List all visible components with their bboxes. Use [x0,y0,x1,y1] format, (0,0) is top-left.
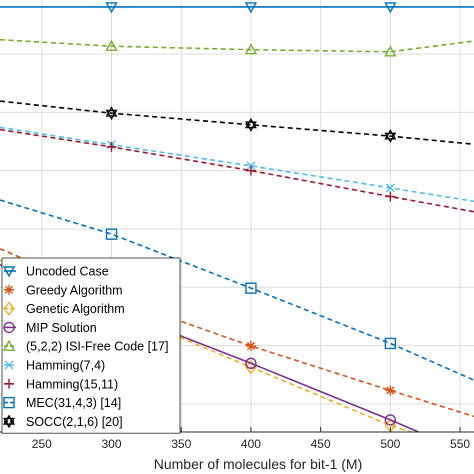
x-axis-label: Number of molecules for bit-1 (M) [154,456,363,472]
legend-label: Uncoded Case [26,265,109,279]
series-line [0,199,474,381]
data-point [245,341,256,352]
legend-marker [4,360,14,370]
legend-label: MIP Solution [26,321,97,335]
data-point [105,109,118,121]
legend-label: Hamming(7,4) [26,359,105,373]
legend-label: MEC(31,4,3) [14] [26,396,121,410]
legend-entry: (5,2,2) ISI-Free Code [17] [2,339,168,354]
data-point [105,228,118,240]
legend-entry: Hamming(15,11) [4,377,118,391]
data-point [384,2,397,14]
legend-label: (5,2,2) ISI-Free Code [17] [26,340,168,354]
data-point [384,129,397,140]
legend-label: SOCC(2,1,6) [20] [26,415,123,429]
series-7 [0,199,474,381]
series-line [0,126,474,203]
legend-marker [4,378,14,389]
data-point [384,414,397,426]
x-tick-label: 250 [32,437,52,451]
series-6 [0,128,474,213]
legend-entry: Uncoded Case [2,265,109,279]
data-point [385,183,395,193]
data-point [385,191,396,202]
legend-marker [2,414,16,425]
data-point [244,121,257,132]
legend-entry: SOCC(2,1,6) [20] [2,414,123,429]
data-point [384,337,397,350]
legend-marker [2,339,16,351]
x-tick-label: 350 [171,437,191,451]
legend-label: Hamming(15,11) [26,377,118,391]
legend: Uncoded Case Greedy Algorithm Genetic Algo… [1,257,181,434]
legend-marker [3,321,15,334]
series-8 [0,100,474,146]
data-point [245,357,257,370]
data-point [384,45,397,57]
data-point [106,141,117,152]
x-tick-label: 300 [102,437,122,451]
series-4 [0,38,474,57]
legend-box [1,257,181,434]
data-point [245,282,257,294]
data-point [384,132,397,144]
data-point [385,385,396,396]
legend-entry: MEC(31,4,3) [14] [3,396,121,410]
legend-entry: Genetic Algorithm [3,301,125,316]
data-point [244,43,258,55]
axes: 250 300 350 400 450 500 550 [0,427,474,451]
legend-marker [2,417,16,429]
data-point [244,117,257,129]
data-point [245,165,256,176]
x-tick-label: 500 [380,437,400,451]
data-point [244,2,258,14]
data-point [105,2,118,14]
legend-entry: Greedy Algorithm [4,283,123,297]
legend-marker [3,301,15,316]
series-0 [0,2,474,14]
legend-marker [3,396,15,409]
x-tick-label: 550 [450,437,470,451]
series-line [0,38,474,53]
x-tick-label: 400 [241,437,261,451]
legend-marker [4,284,14,295]
data-point [105,39,118,51]
legend-label: Genetic Algorithm [26,302,125,316]
legend-entry: MIP Solution [3,321,97,335]
data-point [105,106,118,117]
series-line [0,100,474,146]
legend-entry: Hamming(7,4) [4,359,105,373]
legend-marker [2,266,16,278]
x-tick-label: 450 [311,437,331,451]
series-5 [0,126,474,203]
legend-label: Greedy Algorithm [26,283,123,297]
